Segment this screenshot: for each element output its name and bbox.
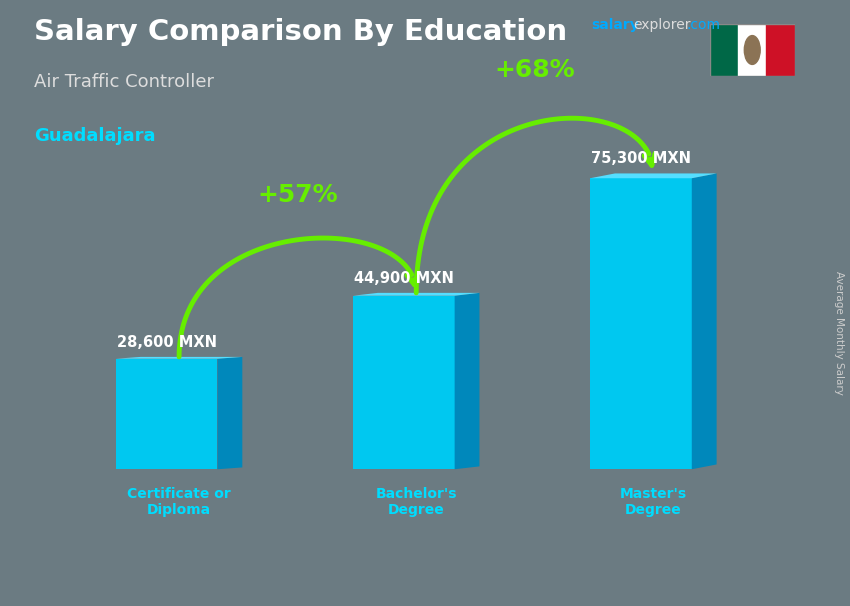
Bar bbox=[767, 24, 795, 76]
Text: .com: .com bbox=[687, 18, 721, 32]
Bar bbox=[710, 24, 738, 76]
Text: Air Traffic Controller: Air Traffic Controller bbox=[34, 73, 214, 91]
Polygon shape bbox=[353, 296, 455, 469]
Polygon shape bbox=[116, 357, 242, 359]
Text: Salary Comparison By Education: Salary Comparison By Education bbox=[34, 18, 567, 46]
Text: +57%: +57% bbox=[258, 183, 338, 207]
Text: Master's
Degree: Master's Degree bbox=[620, 487, 687, 517]
Polygon shape bbox=[218, 357, 242, 469]
Text: Bachelor's
Degree: Bachelor's Degree bbox=[376, 487, 457, 517]
Polygon shape bbox=[116, 359, 218, 469]
Text: 28,600 MXN: 28,600 MXN bbox=[116, 335, 217, 350]
Text: explorer: explorer bbox=[633, 18, 691, 32]
Text: salary: salary bbox=[591, 18, 638, 32]
Text: 75,300 MXN: 75,300 MXN bbox=[591, 151, 691, 166]
Circle shape bbox=[745, 36, 760, 64]
Polygon shape bbox=[590, 178, 692, 469]
Polygon shape bbox=[455, 293, 479, 469]
Text: +68%: +68% bbox=[495, 58, 575, 82]
Polygon shape bbox=[590, 173, 717, 178]
Polygon shape bbox=[353, 293, 479, 296]
Text: Certificate or
Diploma: Certificate or Diploma bbox=[128, 487, 231, 517]
Text: 44,900 MXN: 44,900 MXN bbox=[354, 271, 454, 285]
Text: Guadalajara: Guadalajara bbox=[34, 127, 156, 145]
Text: Average Monthly Salary: Average Monthly Salary bbox=[834, 271, 844, 395]
Polygon shape bbox=[692, 173, 717, 469]
Bar bbox=[738, 24, 767, 76]
